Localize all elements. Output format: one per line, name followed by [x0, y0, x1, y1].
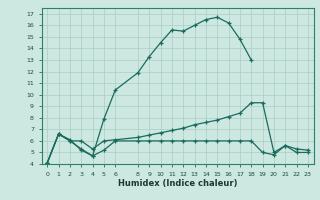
X-axis label: Humidex (Indice chaleur): Humidex (Indice chaleur) — [118, 179, 237, 188]
